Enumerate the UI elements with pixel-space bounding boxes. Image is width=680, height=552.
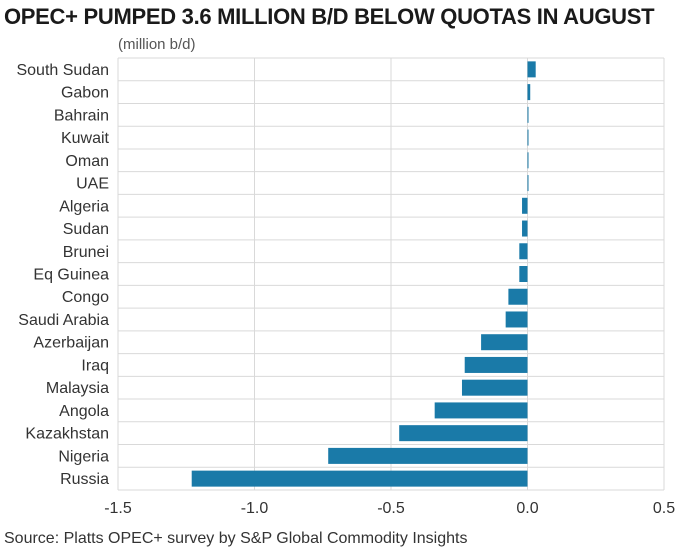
bar-brunei [519,243,528,260]
category-label: Russia [60,471,109,488]
category-label: UAE [76,176,109,193]
bar-azerbaijan [481,334,528,351]
x-tick-labels: -1.5 -1.0 -0.5 0.0 0.5 [104,500,675,517]
category-label: Congo [62,289,109,306]
x-tick-label: 0.0 [516,500,538,517]
category-label: Kazakhstan [25,426,109,443]
source-note: Source: Platts OPEC+ survey by S&P Globa… [4,530,468,547]
x-tick-label: -1.5 [104,500,132,517]
category-label: Oman [65,153,109,170]
category-label: Bahrain [54,107,109,124]
bar-sudan [522,220,528,237]
category-label: Algeria [59,198,109,215]
category-label: Gabon [61,85,109,102]
bar-kuwait [527,129,529,146]
x-tick-label: -0.5 [377,500,405,517]
chart-title: OPEC+ PUMPED 3.6 MILLION B/D BELOW QUOTA… [4,4,655,29]
category-label: Brunei [63,244,109,261]
x-tick-label: -1.0 [241,500,269,517]
bar-russia [191,470,528,487]
category-label: South Sudan [16,62,109,79]
category-label: Eq Guinea [33,267,109,284]
bar-nigeria [328,447,528,464]
bar-oman [527,152,529,169]
bar-iraq [464,356,528,373]
bars [191,61,536,487]
bar-kazakhstan [399,425,528,442]
category-label: Kuwait [61,130,110,147]
bar-congo [508,288,528,305]
category-label: Angola [59,403,109,420]
unit-label: (million b/d) [118,36,196,53]
category-label: Saudi Arabia [18,312,109,329]
category-label: Malaysia [46,380,109,397]
category-labels: South Sudan Gabon Bahrain Kuwait Oman UAE Alge… [16,62,109,488]
bar-gabon [527,84,531,101]
bar-south-sudan [527,61,536,78]
category-label: Sudan [63,221,109,238]
x-tick-label: 0.5 [653,500,675,517]
category-label: Azerbaijan [33,335,109,352]
bar-malaysia [461,379,528,396]
grid-lines [117,57,665,491]
bar-angola [434,402,528,419]
bar-bahrain [527,106,529,123]
bar-eq-guinea [519,266,528,282]
category-label: Iraq [81,357,109,374]
bar-uae [527,175,529,192]
category-label: Nigeria [58,448,109,465]
bar-saudi-arabia [505,311,528,328]
bar-algeria [522,197,528,214]
